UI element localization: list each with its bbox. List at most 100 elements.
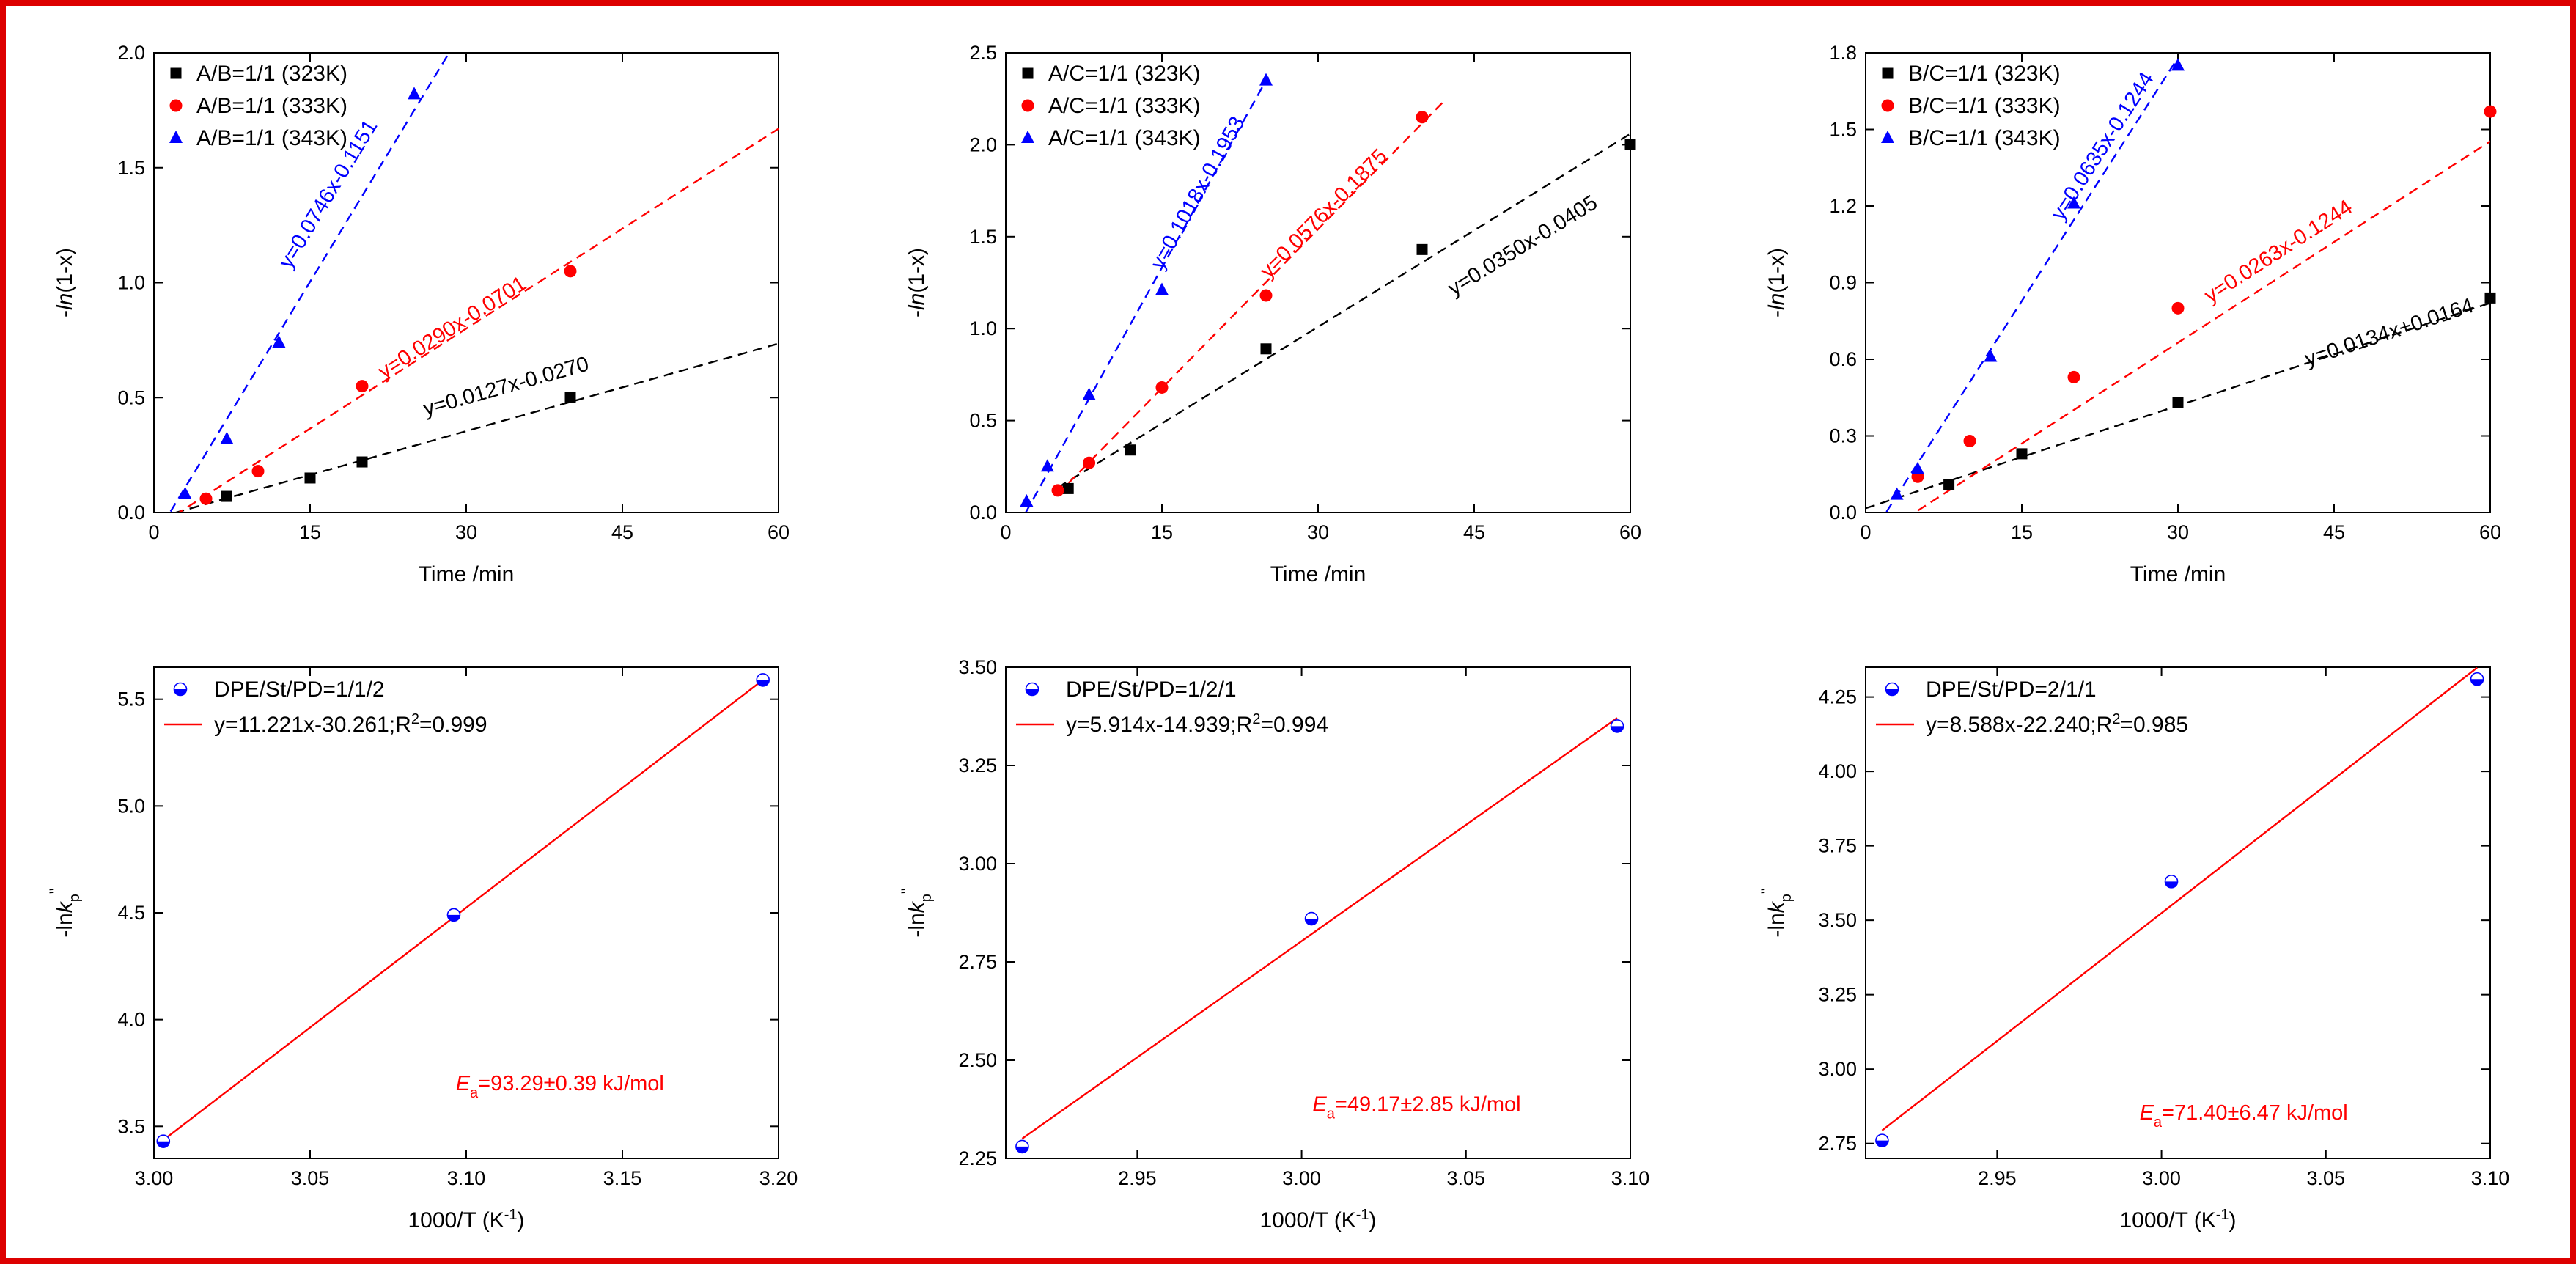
x-tick-label: 15 <box>2011 521 2033 543</box>
legend-label: y=11.221x-30.261;R2=0.999 <box>214 711 487 737</box>
data-point-fill <box>157 1141 170 1148</box>
fit-line <box>1917 140 2490 512</box>
x-tick-label: 0 <box>1860 521 1871 543</box>
data-point-fill <box>1611 726 1624 732</box>
x-axis-title: Time /min <box>1270 562 1366 587</box>
y-axis-title-part: " <box>46 888 65 894</box>
activation-energy-part: =71.40±6.47 kJ/mol <box>2162 1101 2348 1125</box>
data-point <box>1875 1133 1889 1147</box>
x-axis-title: 1000/T (K-1) <box>1260 1207 1377 1232</box>
y-axis-title-part: (1-x) <box>905 248 929 293</box>
data-point-fill <box>1015 1146 1028 1153</box>
data-point-fill <box>1875 1140 1888 1147</box>
legend-marker-fill <box>174 689 187 696</box>
y-tick-label: 3.25 <box>1818 984 1857 1006</box>
fit-line <box>1021 717 1618 1140</box>
y-tick-label: 0.9 <box>1829 272 1857 294</box>
legend-label: y=8.588x-22.240;R2=0.985 <box>1926 711 2188 737</box>
legend-label: A/C=1/1 (323K) <box>1048 62 1201 86</box>
data-point <box>2171 58 2185 71</box>
fit-line <box>177 128 779 512</box>
x-tick-label: 3.10 <box>2471 1167 2510 1189</box>
y-tick-label: 4.00 <box>1818 760 1857 782</box>
legend-marker <box>1021 131 1034 143</box>
legend-marker <box>1021 99 1034 112</box>
data-point <box>1125 444 1136 456</box>
data-point <box>1155 282 1169 295</box>
y-tick-label: 0.5 <box>969 410 997 432</box>
x-axis-title: Time /min <box>419 562 515 587</box>
x-tick-label: 3.15 <box>603 1167 642 1189</box>
data-point-fill <box>757 680 770 686</box>
legend-marker <box>1881 99 1894 112</box>
activation-energy-part: E <box>456 1072 471 1095</box>
x-axis-title-part: 1000/T (K <box>2120 1208 2216 1232</box>
legend-marker <box>169 131 183 143</box>
data-point <box>1020 493 1034 507</box>
x-axis-title: 1000/T (K-1) <box>2120 1207 2237 1232</box>
y-tick-label: 0.0 <box>969 501 997 523</box>
data-point <box>199 492 213 505</box>
x-tick-label: 3.05 <box>1447 1167 1486 1189</box>
data-point <box>1083 456 1096 469</box>
chart-e: 2.95 3.00 3.05 3.10 2.25 2.50 2.75 3.00 3.25 3.50… <box>898 656 1649 1232</box>
data-point <box>272 335 286 348</box>
plot-frame <box>1865 666 2491 1159</box>
data-point <box>2172 397 2184 408</box>
y-tick-label: 1.0 <box>969 317 997 339</box>
y-tick-label: 3.50 <box>1818 909 1857 931</box>
data-point <box>564 265 577 278</box>
data-point <box>1051 484 1064 497</box>
x-tick-label: 3.00 <box>135 1167 174 1189</box>
x-tick-label: 2.95 <box>1978 1167 2017 1189</box>
data-point <box>2164 875 2179 889</box>
legend-marker <box>173 682 188 697</box>
activation-energy-label: Ea=93.29±0.39 kJ/mol <box>456 1072 664 1101</box>
y-axis-title-part: ln <box>53 293 77 310</box>
x-axis-title-part: ) <box>1369 1208 1377 1232</box>
fit-line <box>1881 667 2478 1131</box>
y-axis-title-part: p <box>67 894 83 902</box>
legend-marker <box>1885 682 1899 697</box>
y-axis-title-part: -ln <box>905 913 929 937</box>
data-point <box>2067 370 2080 383</box>
y-axis-title: -lnkp" <box>1758 888 1795 937</box>
y-axis-title-part: k <box>905 900 929 913</box>
data-point <box>356 456 368 468</box>
y-tick-label: 0.0 <box>1829 501 1857 523</box>
data-point-fill <box>1305 919 1318 925</box>
y-tick-label: 0.0 <box>117 501 145 523</box>
x-axis-title-part: 1000/T (K <box>408 1208 504 1232</box>
y-tick-label: 1.5 <box>969 226 997 248</box>
y-axis-title-part: p <box>919 894 935 902</box>
y-axis-title-part: k <box>53 900 77 913</box>
activation-energy-part: =49.17±2.85 kJ/mol <box>1335 1093 1521 1117</box>
legend-label: A/C=1/1 (333K) <box>1048 94 1201 118</box>
data-point <box>1304 911 1319 926</box>
y-tick-label: 2.0 <box>117 42 145 64</box>
x-tick-label: 3.20 <box>759 1167 798 1189</box>
x-tick-label: 0 <box>1000 521 1011 543</box>
data-point-fill <box>447 914 460 922</box>
y-tick-label: 2.25 <box>958 1147 997 1169</box>
data-point <box>1259 73 1273 86</box>
legend-label-part: =0.985 <box>2120 713 2188 737</box>
data-point <box>1260 343 1272 355</box>
x-tick-label: 30 <box>2167 521 2189 543</box>
y-tick-label: 3.00 <box>958 853 997 875</box>
legend-label-part: y=11.221x-30.261;R <box>214 713 411 737</box>
data-point <box>251 465 265 478</box>
data-point <box>1040 459 1054 472</box>
legend-label: DPE/St/PD=1/1/2 <box>214 677 385 702</box>
chart-d: 3.00 3.05 3.10 3.15 3.20 3.5 4.0 4.5 5.0 5.5 1000/… <box>46 666 798 1232</box>
y-tick-label: 3.5 <box>117 1115 145 1137</box>
activation-energy-label: Ea=49.17±2.85 kJ/mol <box>1312 1093 1520 1122</box>
legend-marker <box>1025 682 1039 697</box>
y-tick-label: 1.5 <box>1829 119 1857 141</box>
legend-marker <box>1022 67 1034 79</box>
y-tick-label: 1.8 <box>1829 42 1857 64</box>
y-axis-title-part: k <box>1764 900 1789 913</box>
legend-label: B/C=1/1 (343K) <box>1908 126 2061 150</box>
data-point-fill <box>2165 881 2178 888</box>
